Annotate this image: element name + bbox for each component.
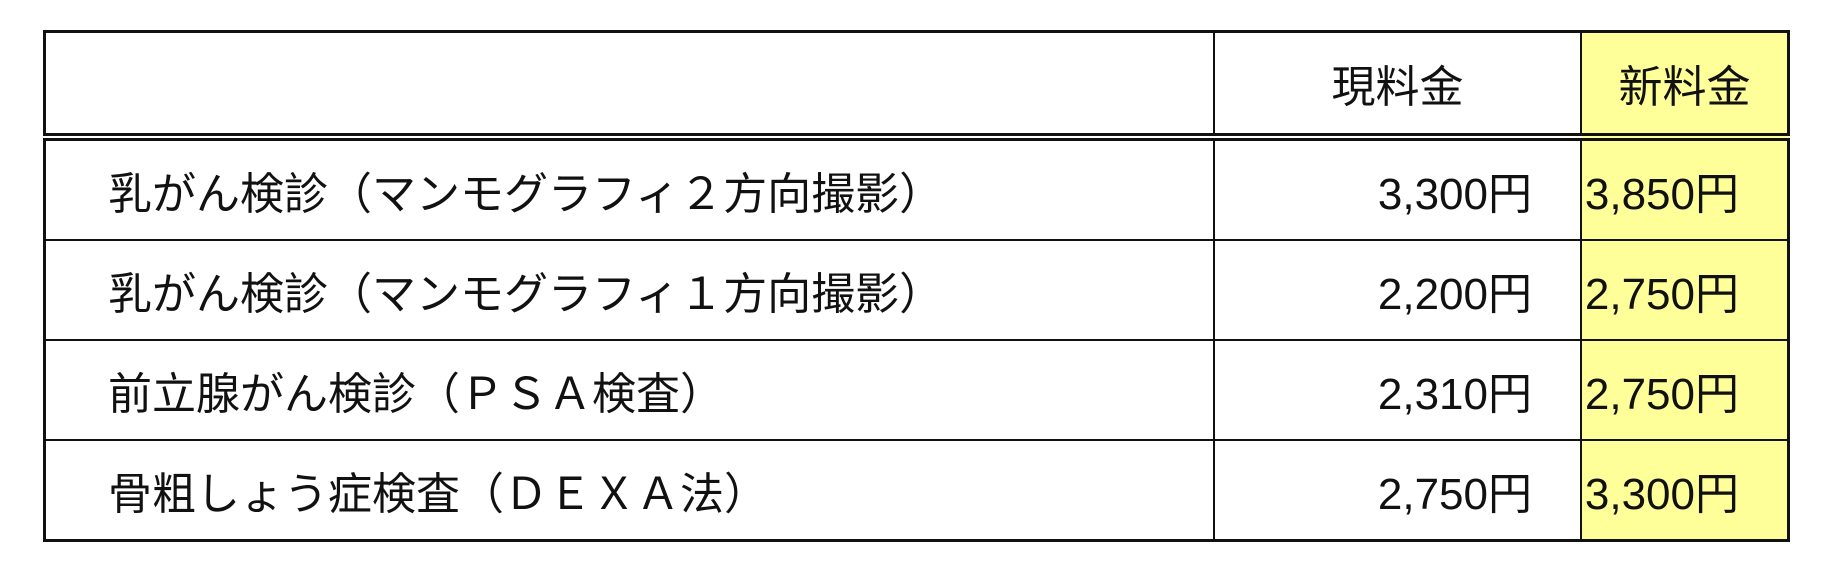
item-name: 乳がん検診（マンモグラフィ２方向撮影）	[43, 136, 1215, 241]
current-fee: 2,200円	[1213, 239, 1582, 341]
item-name: 骨粗しょう症検査（ＤＥＸＡ法）	[43, 439, 1215, 542]
new-fee: 2,750円	[1580, 239, 1790, 341]
table-row: 乳がん検診（マンモグラフィ２方向撮影） 3,300円 3,850円	[43, 136, 1790, 241]
header-new-fee: 新料金	[1580, 30, 1790, 138]
table-row: 乳がん検診（マンモグラフィ１方向撮影） 2,200円 2,750円	[43, 239, 1790, 341]
current-fee: 2,310円	[1213, 339, 1582, 441]
new-fee: 2,750円	[1580, 339, 1790, 441]
new-fee: 3,850円	[1580, 136, 1790, 241]
fee-table: 現料金 新料金 乳がん検診（マンモグラフィ２方向撮影） 3,300円 3,850…	[43, 30, 1790, 542]
header-row: 現料金 新料金	[43, 30, 1790, 138]
header-current-fee: 現料金	[1213, 30, 1582, 138]
item-name: 乳がん検診（マンモグラフィ１方向撮影）	[43, 239, 1215, 341]
table-row: 骨粗しょう症検査（ＤＥＸＡ法） 2,750円 3,300円	[43, 439, 1790, 542]
current-fee: 3,300円	[1213, 136, 1582, 241]
item-name: 前立腺がん検診（ＰＳＡ検査）	[43, 339, 1215, 441]
header-item	[43, 30, 1215, 138]
new-fee: 3,300円	[1580, 439, 1790, 542]
current-fee: 2,750円	[1213, 439, 1582, 542]
table-row: 前立腺がん検診（ＰＳＡ検査） 2,310円 2,750円	[43, 339, 1790, 441]
